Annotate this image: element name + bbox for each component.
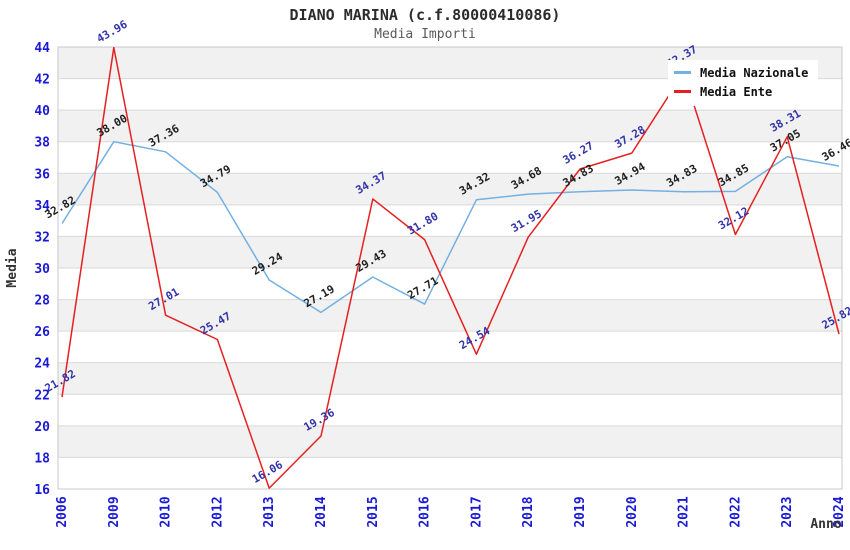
x-tick-label: 2022 <box>728 496 743 527</box>
y-tick-label: 16 <box>34 483 50 498</box>
x-tick-label: 2012 <box>210 496 225 527</box>
plot-band <box>58 299 842 332</box>
x-tick-label: 2015 <box>366 496 381 527</box>
x-tick-label: 2017 <box>469 496 484 527</box>
plot-band <box>58 110 842 142</box>
plot-band <box>58 141 842 174</box>
x-tick-label: 2016 <box>418 496 433 527</box>
x-tick-label: 2019 <box>573 496 588 527</box>
chart-legend: Media Nazionale Media Ente <box>668 60 818 106</box>
media-ente-line <box>61 46 840 489</box>
plot-border <box>57 46 843 490</box>
y-tick-label: 32 <box>34 230 50 245</box>
y-tick-label: 18 <box>34 451 50 466</box>
chart-title: DIANO MARINA (c.f.80000410086) <box>289 6 561 24</box>
y-tick-label: 42 <box>34 73 50 88</box>
y-tick-label: 34 <box>34 199 50 214</box>
legend-dash-1 <box>674 90 691 93</box>
plot-band <box>58 173 842 205</box>
x-tick-label: 2010 <box>159 496 174 527</box>
legend-dash-0 <box>674 71 691 74</box>
legend-item-media-ente: Media Ente <box>674 82 812 101</box>
legend-label: Media Nazionale <box>700 65 809 80</box>
x-tick-label: 2014 <box>314 496 329 527</box>
y-tick-label: 36 <box>34 167 50 182</box>
y-tick-label: 44 <box>34 41 50 56</box>
y-tick-label: 20 <box>34 420 50 435</box>
y-tick-label: 40 <box>34 104 50 119</box>
y-tick-label: 30 <box>34 262 50 277</box>
x-tick-label: 2020 <box>625 496 640 527</box>
x-tick-label: 2009 <box>107 496 122 527</box>
x-tick-label: 2021 <box>677 496 692 527</box>
y-axis-title: Media <box>5 248 20 287</box>
x-tick-label: 2023 <box>780 496 795 527</box>
chart-subtitle: Media Importi <box>374 27 476 42</box>
x-tick-label: 2013 <box>262 496 277 527</box>
legend-label: Media Ente <box>700 84 773 99</box>
y-tick-label: 22 <box>34 388 50 403</box>
plot-band <box>58 425 842 458</box>
y-tick-label: 28 <box>34 294 50 309</box>
x-tick-label: 2018 <box>521 496 536 527</box>
plot-band <box>58 362 842 395</box>
plot-band <box>58 204 842 237</box>
y-tick-label: 26 <box>34 325 50 340</box>
x-tick-label: 2006 <box>55 496 70 527</box>
x-tick-label: 2024 <box>832 496 847 527</box>
media-ente-point-label: 43.96 <box>94 17 130 45</box>
plot-band <box>58 331 842 363</box>
legend-item-media-nazionale: Media Nazionale <box>674 63 812 82</box>
x-axis-title: Anno <box>810 517 841 532</box>
y-tick-label: 38 <box>34 136 50 151</box>
y-tick-label: 24 <box>34 357 50 372</box>
plot-band <box>58 394 842 426</box>
media-nazionale-line <box>61 140 840 314</box>
plot-band <box>58 457 842 489</box>
